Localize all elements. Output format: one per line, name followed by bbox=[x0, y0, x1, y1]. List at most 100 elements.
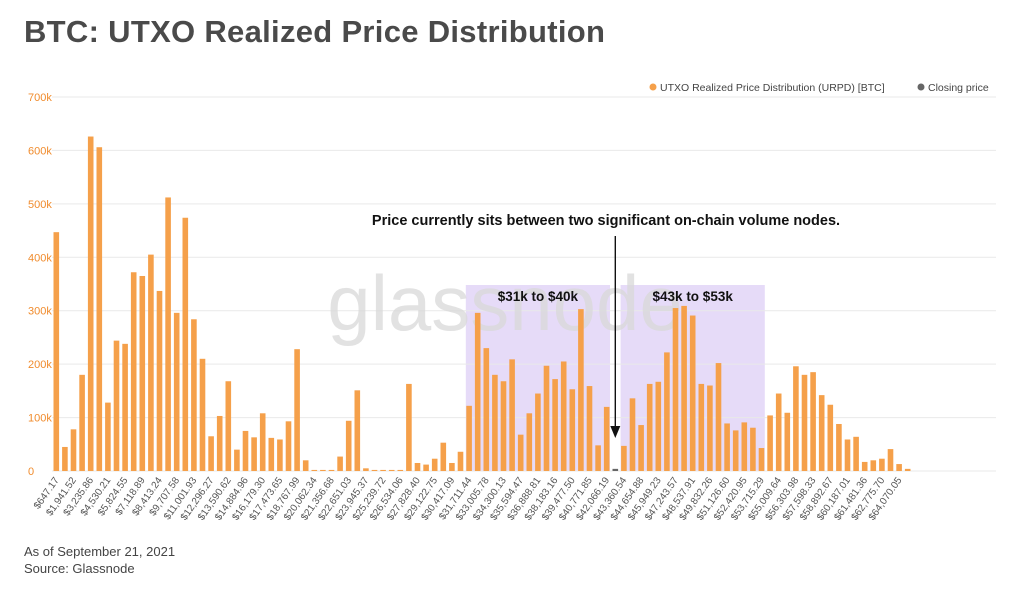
bar bbox=[96, 147, 103, 472]
bar bbox=[449, 462, 455, 471]
y-tick-label: 700k bbox=[28, 92, 52, 104]
bar bbox=[741, 422, 748, 471]
bar bbox=[105, 402, 111, 471]
bar bbox=[79, 374, 85, 471]
bar bbox=[578, 309, 584, 471]
bar bbox=[87, 136, 94, 471]
bar bbox=[397, 469, 404, 471]
bar bbox=[466, 405, 472, 471]
bar bbox=[457, 451, 464, 471]
bar bbox=[62, 446, 68, 471]
zone-label: $31k to $40k bbox=[498, 289, 579, 304]
bar bbox=[191, 319, 197, 471]
bar bbox=[500, 381, 507, 471]
bar bbox=[345, 420, 352, 471]
bar bbox=[758, 448, 765, 471]
bar bbox=[629, 398, 636, 471]
bar bbox=[225, 381, 232, 471]
bar bbox=[724, 423, 730, 471]
bar bbox=[70, 429, 77, 471]
chart-title: BTC: UTXO Realized Price Distribution bbox=[24, 14, 606, 49]
bar bbox=[552, 379, 558, 471]
bar bbox=[302, 460, 309, 471]
y-tick-label: 0 bbox=[28, 466, 34, 478]
bar bbox=[285, 421, 292, 471]
bar bbox=[268, 437, 275, 471]
bar bbox=[509, 359, 515, 471]
bar bbox=[689, 315, 696, 471]
y-tick-label: 100k bbox=[28, 413, 52, 425]
legend-label-urpd: UTXO Realized Price Distribution (URPD) … bbox=[660, 82, 885, 94]
bar bbox=[492, 374, 498, 471]
bar bbox=[526, 413, 533, 471]
bar bbox=[853, 436, 859, 471]
bar bbox=[750, 427, 756, 471]
bar bbox=[517, 434, 524, 471]
bar bbox=[827, 404, 834, 471]
bar bbox=[234, 449, 240, 471]
bar bbox=[277, 439, 283, 471]
bar bbox=[354, 390, 361, 471]
bar bbox=[569, 389, 576, 471]
bar bbox=[595, 445, 601, 471]
chart-footer: As of September 21, 2021 Source: Glassno… bbox=[24, 543, 175, 577]
y-tick-label: 300k bbox=[28, 306, 52, 318]
bar bbox=[113, 340, 120, 471]
bar bbox=[887, 449, 894, 471]
bar bbox=[560, 361, 567, 471]
bar bbox=[836, 423, 842, 471]
bar bbox=[242, 430, 249, 471]
bar bbox=[861, 461, 868, 471]
bar bbox=[801, 374, 808, 471]
annotation-headline: Price currently sits between two signifi… bbox=[372, 213, 840, 229]
bar bbox=[139, 275, 146, 471]
bar bbox=[173, 312, 180, 471]
bar bbox=[896, 464, 902, 471]
source-note: Source: Glassnode bbox=[24, 561, 135, 576]
bar bbox=[122, 343, 128, 471]
bar bbox=[784, 412, 791, 471]
bar bbox=[380, 469, 386, 471]
bar bbox=[165, 197, 171, 471]
y-tick-label: 500k bbox=[28, 199, 52, 211]
bar bbox=[844, 439, 851, 471]
closing-price-bar bbox=[612, 468, 619, 471]
as-of-date: As of September 21, 2021 bbox=[24, 544, 176, 559]
bar bbox=[793, 366, 799, 471]
bar bbox=[53, 232, 60, 471]
bar bbox=[474, 312, 481, 471]
y-tick-label: 600k bbox=[28, 145, 52, 157]
bar bbox=[259, 413, 266, 471]
bar bbox=[732, 430, 739, 471]
bar bbox=[775, 393, 782, 471]
bar bbox=[767, 415, 773, 471]
bar bbox=[655, 381, 662, 471]
bar bbox=[440, 442, 447, 471]
bar bbox=[586, 386, 593, 471]
bar bbox=[406, 383, 412, 471]
bar bbox=[294, 349, 300, 471]
bar bbox=[715, 363, 722, 471]
bar bbox=[216, 415, 223, 471]
y-tick-label: 400k bbox=[28, 252, 52, 264]
bar bbox=[320, 469, 326, 471]
bar bbox=[879, 458, 885, 471]
legend-label-closing: Closing price bbox=[928, 82, 989, 94]
bar bbox=[182, 217, 189, 471]
bar bbox=[707, 385, 713, 471]
bar bbox=[199, 358, 206, 471]
bar bbox=[870, 460, 877, 471]
bar bbox=[251, 437, 257, 471]
bar bbox=[156, 290, 163, 471]
bar bbox=[388, 469, 395, 471]
bar bbox=[130, 272, 137, 471]
legend-marker-urpd bbox=[649, 83, 657, 91]
bar bbox=[698, 383, 705, 471]
bar bbox=[483, 348, 490, 471]
bar bbox=[535, 393, 541, 471]
bar bbox=[414, 462, 421, 471]
zone-label: $43k to $53k bbox=[653, 289, 734, 304]
bar bbox=[672, 308, 679, 471]
bar bbox=[810, 372, 816, 471]
